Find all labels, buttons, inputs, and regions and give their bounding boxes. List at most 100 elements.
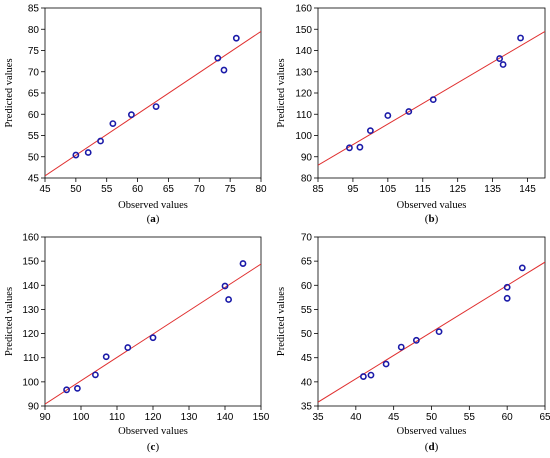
data-point bbox=[429, 96, 437, 103]
y-tick-label: 130 bbox=[295, 67, 312, 78]
y-tick-label: 160 bbox=[295, 4, 312, 15]
y-tick-label: 90 bbox=[301, 152, 313, 163]
chart-panel-2: 85 95 105 115 125 135 145 80 90 100 110 120 130 140 15… bbox=[276, 4, 546, 225]
data-point bbox=[225, 296, 232, 303]
data-point bbox=[359, 373, 367, 380]
data-point bbox=[496, 55, 503, 62]
x-tick-label: 130 bbox=[181, 412, 198, 423]
y-tick-label: 40 bbox=[301, 377, 313, 388]
x-tick-label: 120 bbox=[145, 412, 162, 423]
y-tick-label: 45 bbox=[301, 353, 313, 364]
y-tick-label: 35 bbox=[301, 402, 313, 413]
y-tick-label: 150 bbox=[22, 257, 39, 268]
y-axis-title: Predicted values bbox=[4, 58, 15, 127]
data-point bbox=[109, 120, 117, 127]
y-tick-label: 110 bbox=[23, 353, 39, 364]
panel-label: (c) bbox=[147, 441, 160, 453]
fit-line bbox=[45, 263, 261, 405]
data-point bbox=[102, 353, 110, 361]
data-point bbox=[518, 264, 526, 272]
data-point bbox=[503, 283, 511, 291]
x-tick-label: 125 bbox=[449, 184, 466, 195]
data-point bbox=[97, 137, 104, 145]
data-point bbox=[149, 334, 157, 342]
data-point bbox=[382, 360, 390, 368]
x-tick-label: 55 bbox=[464, 412, 476, 423]
data-point bbox=[63, 386, 70, 394]
x-tick-label: 45 bbox=[39, 184, 51, 195]
plot-area bbox=[317, 7, 546, 179]
chart-panel-1: 45 50 55 60 65 70 75 80 45 50 55 60 65 70 75 80 85 Observ… bbox=[4, 4, 267, 226]
x-tick-label: 90 bbox=[39, 412, 51, 423]
x-tick-label: 140 bbox=[217, 412, 234, 423]
panel-label: (d) bbox=[425, 441, 439, 453]
data-point bbox=[366, 127, 374, 135]
x-tick-label: 145 bbox=[519, 184, 536, 195]
y-tick-label: 70 bbox=[28, 67, 40, 78]
x-tick-label: 55 bbox=[101, 184, 113, 195]
y-tick-label: 140 bbox=[22, 281, 39, 292]
y-tick-label: 100 bbox=[22, 377, 39, 388]
y-tick-label: 55 bbox=[28, 131, 40, 142]
x-tick-label: 45 bbox=[388, 412, 400, 423]
x-tick-label: 60 bbox=[132, 184, 144, 195]
data-point bbox=[84, 149, 92, 156]
y-tick-label: 110 bbox=[296, 110, 312, 121]
data-point bbox=[384, 112, 392, 119]
data-point bbox=[346, 144, 353, 152]
data-point bbox=[232, 34, 240, 42]
plot-area bbox=[44, 236, 262, 407]
y-tick-label: 100 bbox=[295, 131, 312, 142]
y-tick-label: 65 bbox=[301, 257, 313, 268]
x-axis-title: Observed values bbox=[118, 426, 188, 437]
x-tick-label: 85 bbox=[312, 184, 324, 195]
x-axis-title: Observed values bbox=[397, 200, 467, 211]
x-axis-title: Observed values bbox=[397, 426, 467, 437]
fit-line bbox=[45, 30, 261, 177]
y-tick-label: 120 bbox=[295, 89, 312, 100]
data-point bbox=[412, 336, 420, 344]
x-tick-label: 135 bbox=[484, 184, 501, 195]
data-point bbox=[239, 260, 247, 267]
y-tick-label: 120 bbox=[22, 329, 39, 340]
y-tick-label: 55 bbox=[301, 305, 313, 316]
y-axis-title: Predicted values bbox=[276, 287, 287, 356]
plot-area bbox=[44, 7, 262, 179]
x-tick-label: 40 bbox=[350, 412, 362, 423]
x-tick-label: 80 bbox=[255, 184, 267, 195]
y-tick-label: 60 bbox=[301, 281, 313, 292]
y-tick-label: 60 bbox=[28, 110, 40, 121]
data-point bbox=[72, 151, 80, 159]
x-tick-label: 65 bbox=[539, 412, 550, 423]
x-tick-label: 100 bbox=[73, 412, 90, 423]
data-point bbox=[405, 108, 413, 115]
x-tick-label: 60 bbox=[502, 412, 514, 423]
x-axis-title: Observed values bbox=[118, 200, 188, 211]
data-point bbox=[127, 111, 135, 119]
y-tick-label: 50 bbox=[301, 329, 313, 340]
x-tick-label: 70 bbox=[194, 184, 206, 195]
y-tick-label: 65 bbox=[28, 89, 40, 100]
x-tick-label: 35 bbox=[312, 412, 324, 423]
y-tick-label: 80 bbox=[301, 174, 313, 185]
fit-line bbox=[318, 261, 545, 403]
data-point bbox=[220, 66, 228, 74]
y-tick-label: 140 bbox=[295, 46, 312, 57]
y-tick-label: 45 bbox=[28, 174, 40, 185]
y-tick-label: 80 bbox=[28, 25, 40, 36]
data-point bbox=[517, 34, 524, 42]
x-tick-label: 105 bbox=[380, 184, 397, 195]
data-point bbox=[74, 384, 81, 392]
data-point bbox=[499, 61, 507, 68]
x-tick-label: 115 bbox=[415, 184, 431, 195]
panel-label: (a) bbox=[147, 213, 160, 225]
data-point bbox=[92, 371, 99, 379]
y-tick-label: 70 bbox=[301, 233, 313, 244]
data-point bbox=[367, 371, 375, 379]
y-tick-label: 75 bbox=[28, 46, 40, 57]
y-tick-label: 50 bbox=[28, 152, 40, 163]
data-point bbox=[397, 343, 405, 351]
x-tick-label: 50 bbox=[70, 184, 82, 195]
y-tick-label: 85 bbox=[28, 4, 40, 15]
